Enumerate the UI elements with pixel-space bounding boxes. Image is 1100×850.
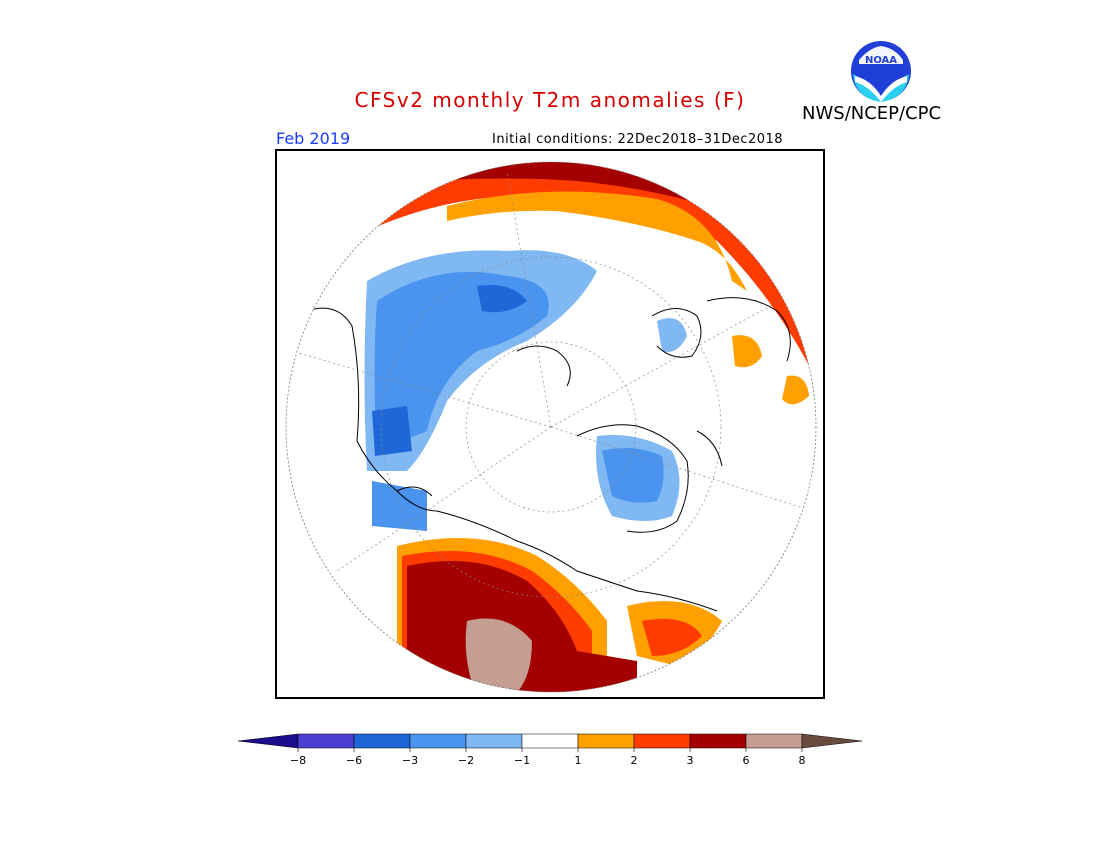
colorbar-tick-label: −1 <box>514 754 530 767</box>
colorbar-tick-label: 3 <box>687 754 694 767</box>
colorbar-bin-right-arrow <box>801 733 862 749</box>
agency-label: NWS/NCEP/CPC <box>802 103 942 124</box>
colorbar-bin <box>689 733 747 749</box>
colorbar-bin <box>465 733 523 749</box>
colorbar-bin <box>745 733 803 749</box>
anomaly-cold-3to2-greenland <box>602 447 664 503</box>
map-panel <box>275 149 825 699</box>
colorbar-bin <box>297 733 355 749</box>
coastlines <box>306 297 791 612</box>
noaa-logo-icon: NOAA <box>851 41 911 102</box>
noaa-logo-text: NOAA <box>865 55 897 66</box>
anomaly-warm-eu-east-inner <box>642 618 702 656</box>
anomaly-warm-hudson <box>732 335 809 405</box>
anomaly-cold-6to3-siberia <box>372 285 527 456</box>
colorbar-tick-label: −2 <box>458 754 474 767</box>
page-title: CFSv2 monthly T2m anomalies (F) <box>354 88 746 112</box>
colorbar-tick-label: 6 <box>743 754 750 767</box>
initial-conditions-label: Initial conditions: 22Dec2018–31Dec2018 <box>492 132 784 147</box>
anomaly-cold-alaska <box>657 318 687 352</box>
forecast-period-label: Feb 2019 <box>276 129 351 148</box>
graticule <box>291 170 813 598</box>
anomaly-cold-siberia-sw <box>372 481 427 531</box>
anomaly-warm-2to3-top <box>327 162 816 381</box>
colorbar-tick-label: −3 <box>402 754 418 767</box>
colorbar-bin <box>633 733 691 749</box>
colorbar-tick-label: 2 <box>631 754 638 767</box>
colorbar-tick-label: 8 <box>799 754 806 767</box>
colorbar-tick-label: 1 <box>575 754 582 767</box>
colorbar-tick-label: −6 <box>346 754 362 767</box>
colorbar-tick-label: −8 <box>290 754 306 767</box>
colorbar-bin <box>353 733 411 749</box>
colorbar-bin <box>577 733 635 749</box>
colorbar-bin <box>521 733 579 749</box>
anomaly-warm-3to6-bottom <box>407 561 637 692</box>
colorbar-bin-left-arrow <box>238 733 299 749</box>
polar-map <box>285 161 817 693</box>
anomaly-warm-1to2-top <box>447 191 747 291</box>
anomaly-warm-6to8-bottom <box>465 618 532 692</box>
colorbar: −8 −6 −3 −2 −1 1 2 3 6 8 <box>238 733 862 767</box>
map-disk-edge <box>285 161 817 693</box>
anomaly-cold-3to2-siberia <box>374 271 549 451</box>
colorbar-bin <box>409 733 467 749</box>
